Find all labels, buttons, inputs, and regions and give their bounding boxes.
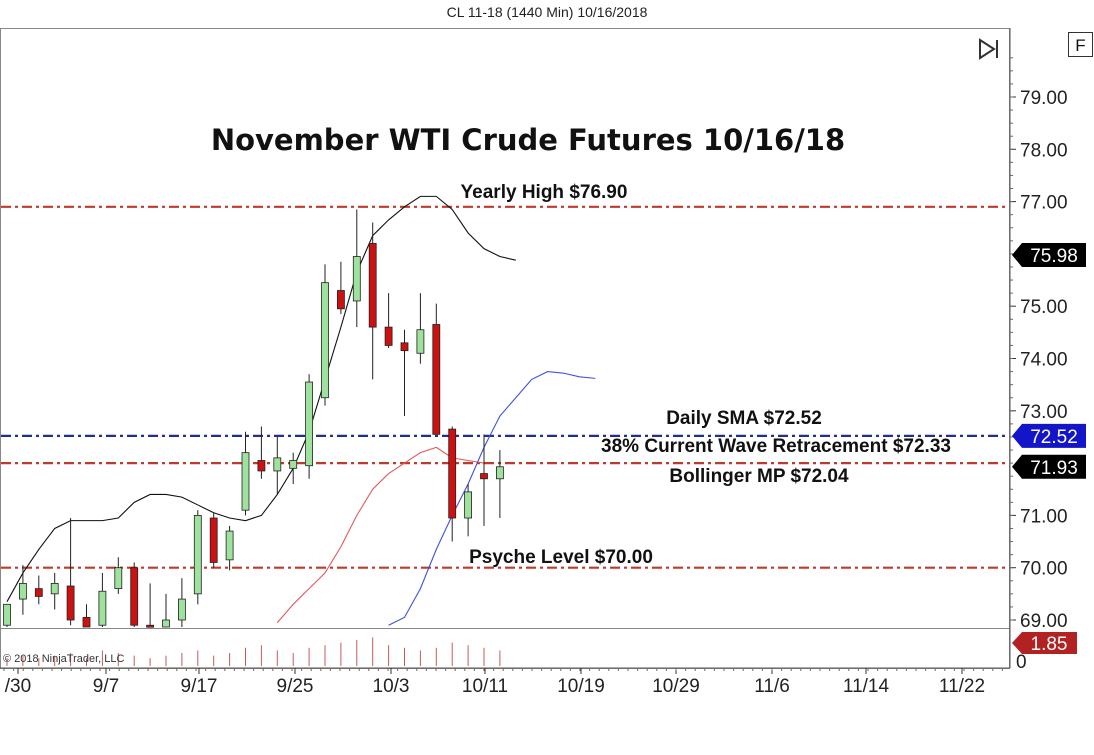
volume-zero-label: 0 — [1016, 652, 1027, 673]
candle-body — [177, 598, 186, 621]
candle-body — [336, 290, 345, 310]
x-tick-label: 9/25 — [277, 676, 314, 697]
volume-panel — [0, 628, 1010, 669]
x-tick-label: /30 — [5, 676, 31, 697]
candle-body — [114, 567, 123, 590]
candle-body — [146, 624, 155, 628]
candle-body — [480, 473, 488, 480]
candles — [3, 209, 504, 628]
x-tick-label: 10/11 — [462, 676, 508, 697]
candle-body — [432, 324, 441, 435]
candle-body — [34, 588, 43, 597]
price-tag-75-98 — [1012, 242, 1086, 267]
candle-body — [321, 282, 329, 399]
price-tags: 75.98 72.52 71.93 — [1012, 242, 1086, 479]
annotation-yearly-high: Yearly High $76.90 — [461, 182, 628, 203]
candle-body — [273, 457, 282, 472]
candle-body — [400, 342, 409, 352]
volume-badge: 1.85 — [1012, 632, 1077, 655]
candle-body — [130, 567, 139, 626]
instrument-title: CL 11-18 (1440 Min) 10/16/2018 — [446, 4, 648, 20]
annotation-psyche-level: Psyche Level $70.00 — [469, 547, 653, 568]
candle-body — [495, 466, 504, 480]
y-tick-label: 70.00 — [1020, 559, 1068, 580]
annotation-wave-retracement: 38% Current Wave Retracement $72.33 — [601, 436, 951, 457]
candle-body — [416, 329, 425, 354]
candle-body — [448, 428, 457, 519]
volume-badge-value: 1.85 — [1031, 634, 1068, 655]
volume-bars — [6, 637, 501, 666]
candle-body — [98, 590, 107, 626]
skip-to-end-icon[interactable] — [979, 38, 998, 60]
y-tick-label: 74.00 — [1020, 350, 1068, 371]
price-tag-71-93 — [1012, 454, 1086, 479]
candle-body — [241, 452, 250, 511]
x-tick-label: 11/6 — [754, 676, 790, 697]
candle-body — [368, 243, 377, 328]
candle-body — [50, 582, 59, 595]
price-tag-72-52 — [1012, 423, 1086, 448]
candle-body — [193, 515, 202, 595]
f-button-label: F — [1075, 36, 1085, 55]
y-tick-label: 71.00 — [1020, 506, 1068, 527]
y-tick-label: 69.00 — [1020, 611, 1068, 632]
candle-body — [209, 517, 218, 563]
annotation-bollinger-mp: Bollinger MP $72.04 — [669, 466, 849, 487]
f-button[interactable]: F — [1068, 32, 1093, 57]
chart-title: November WTI Crude Futures 10/16/18 — [211, 123, 845, 157]
candle-body — [352, 256, 361, 302]
price-tag-label: 72.52 — [1030, 427, 1078, 448]
annotation-daily-sma: Daily SMA $72.52 — [666, 408, 822, 429]
y-tick-label: 73.00 — [1020, 402, 1068, 423]
candle-body — [3, 603, 11, 626]
candle-body — [257, 460, 266, 472]
x-tick-label: 9/7 — [93, 676, 119, 697]
lower-band-line — [388, 371, 596, 626]
x-tick-label: 11/14 — [843, 676, 890, 697]
price-tag-label: 71.93 — [1030, 458, 1078, 479]
candle-body — [162, 619, 170, 628]
y-tick-label: 78.00 — [1020, 140, 1068, 161]
x-tick-label: 10/29 — [652, 676, 700, 697]
candle-body — [464, 491, 473, 519]
y-tick-label: 77.00 — [1020, 193, 1068, 214]
x-tick-label: 9/17 — [181, 676, 218, 697]
candle-body — [384, 326, 393, 346]
price-panel — [0, 28, 1010, 629]
candle-body — [305, 381, 314, 467]
level-lines — [1, 205, 1009, 569]
candle-body — [66, 585, 75, 621]
candle-body — [82, 616, 91, 628]
x-tick-label: 10/3 — [373, 676, 410, 697]
upper-band-line — [6, 195, 516, 602]
x-tick-label: 11/22 — [939, 676, 985, 697]
x-axis-ticks: /30 9/7 9/17 9/25 10/3 10/11 10/19 10/29 11/6 11/… — [3, 668, 1003, 697]
candle-body — [289, 460, 298, 469]
price-tag-label: 75.98 — [1030, 246, 1078, 267]
candle-body — [18, 582, 27, 600]
x-tick-label: 10/19 — [557, 676, 605, 697]
y-tick-label: 79.00 — [1020, 88, 1068, 109]
y-axis-ticks: 79.00 78.00 77.00 75.00 74.00 73.00 71.00 70.00… — [1010, 57, 1068, 632]
y-tick-label: 75.00 — [1020, 297, 1068, 318]
candle-body — [225, 530, 234, 561]
copyright-text: © 2018 NinjaTrader, LLC — [3, 653, 124, 665]
